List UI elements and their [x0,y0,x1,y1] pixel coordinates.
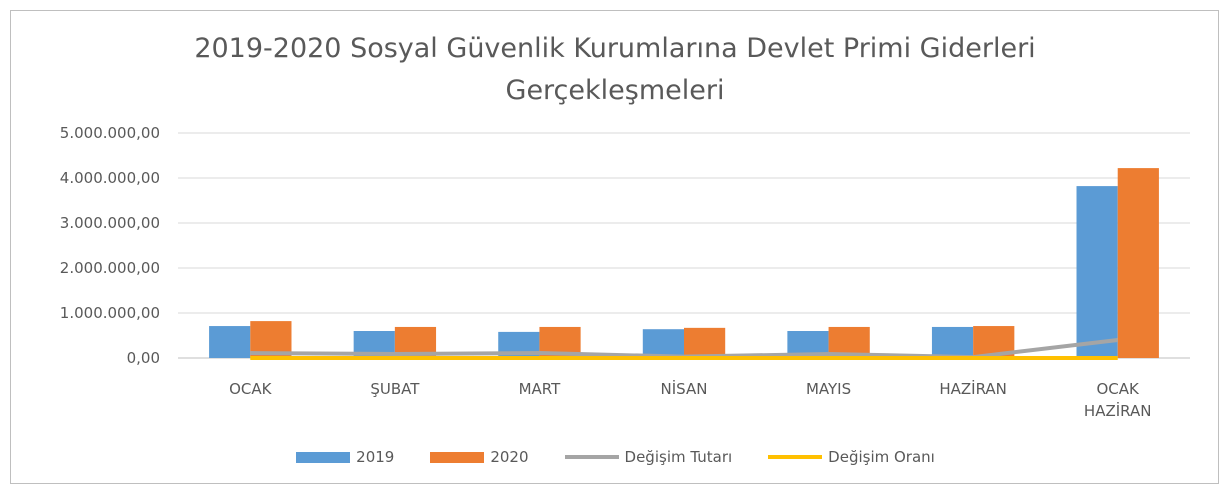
bar [642,329,684,358]
y-tick-label: 3.000.000,00 [59,214,160,232]
x-tick-label: OCAK HAZİRAN [1083,380,1152,420]
legend-label: Değişim Oranı [828,448,935,466]
x-tick-label: ŞUBAT [370,380,420,398]
legend-item: 2019 [296,448,394,466]
y-tick-label: 5.000.000,00 [59,124,160,142]
legend-item: 2020 [430,448,529,466]
x-tick-label: MART [518,380,561,398]
chart-title: 2019-2020 Sosyal Güvenlik Kurumlarına De… [194,33,1036,106]
legend-label: Değişim Tutarı [624,448,733,466]
x-tick-label: NİSAN [660,380,708,398]
legend-item: Değişim Oranı [768,448,935,466]
legend-label: 2019 [356,448,395,466]
x-tick-label: HAZİRAN [939,380,1007,398]
x-tick-label: OCAK [229,380,272,398]
legend-swatch [564,455,619,459]
y-tick-label: 0,00 [126,349,160,367]
y-tick-label: 2.000.000,00 [59,259,160,277]
x-tick-label: MAYIS [805,380,852,398]
legend-swatch [768,455,823,459]
legend: 2019 2020 Değişim Tutarı Değişim Oranı [0,448,1231,466]
legend-swatch [430,451,485,463]
bar [1117,168,1159,358]
legend-label: 2020 [490,448,529,466]
legend-item: Değişim Tutarı [564,448,733,466]
bar [1076,186,1118,358]
legend-swatch [296,451,351,463]
chart-frame [10,10,1219,484]
y-tick-label: 1.000.000,00 [59,304,160,322]
bar [209,326,251,358]
bar [931,326,974,358]
y-tick-label: 4.000.000,00 [59,169,160,187]
bar [684,327,726,358]
